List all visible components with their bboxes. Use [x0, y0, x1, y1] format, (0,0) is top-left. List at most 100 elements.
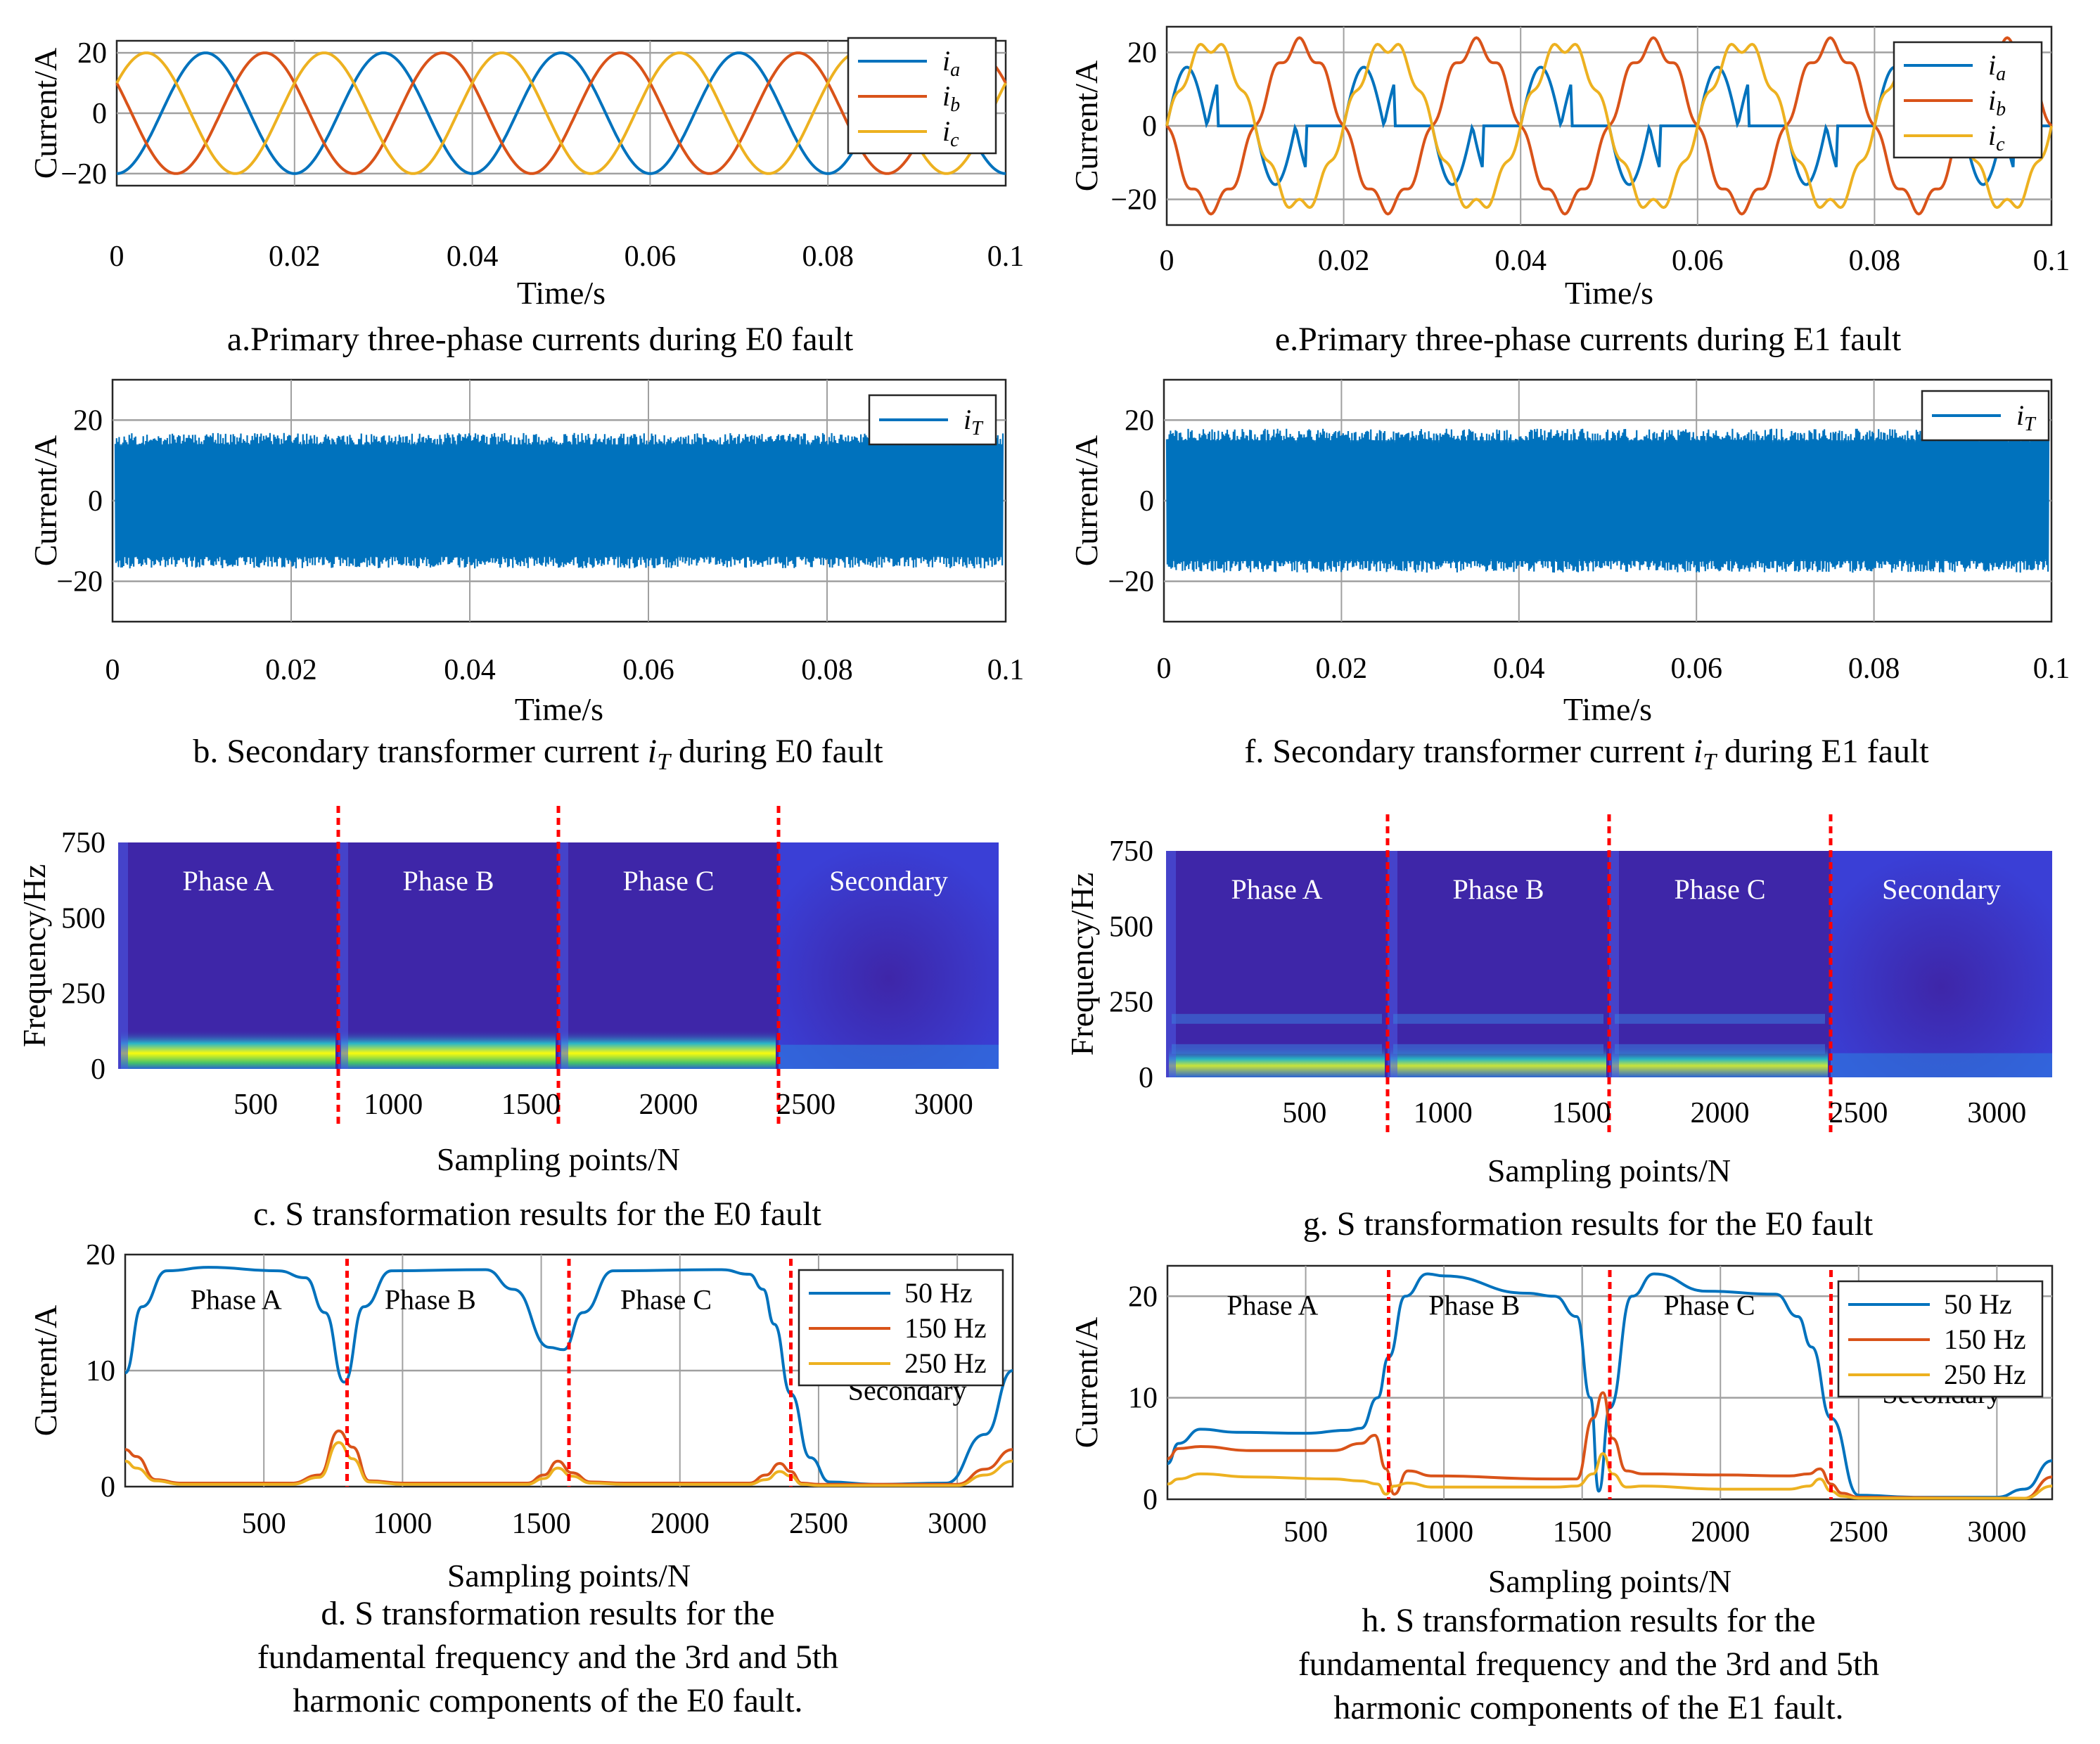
chart-title: c. S transformation results for the E0 f…	[253, 1195, 821, 1233]
transition-ridge	[1166, 851, 1176, 1077]
x-tick-label: 3000	[1967, 1097, 2026, 1129]
y-tick-label: 500	[61, 902, 105, 935]
y-tick-label: 20	[73, 404, 103, 437]
legend-label: 150 Hz	[904, 1312, 987, 1344]
x-tick-label: 500	[1282, 1097, 1326, 1129]
x-tick-label: 1500	[501, 1089, 561, 1121]
x-tick-label: 1500	[512, 1508, 571, 1540]
x-tick-label: 500	[242, 1508, 286, 1540]
harmonic-band	[1172, 1044, 1382, 1054]
chart-title: b. Secondary transformer current iT duri…	[193, 733, 883, 775]
transition-ridge	[118, 842, 128, 1069]
y-tick-label: 750	[61, 827, 105, 859]
secondary-region	[1831, 851, 2052, 1077]
x-tick-label: 2500	[776, 1089, 835, 1121]
x-tick-label: 0.04	[447, 241, 499, 273]
x-tick-label: 1000	[373, 1508, 432, 1540]
region-label: Phase C	[1664, 1289, 1755, 1321]
x-tick-label: 1500	[1553, 1516, 1612, 1549]
legend-label: iT	[963, 404, 984, 440]
y-tick-label: −20	[1110, 184, 1157, 216]
region-label: Phase B	[1428, 1289, 1520, 1321]
chart-f: −20 0 20 0 0.02 0.04 0.06 0.08 0.1 iT Time/s Curren…	[1068, 378, 2070, 775]
y-tick-label: −20	[1108, 566, 1154, 598]
x-tick-label: 0.08	[1849, 245, 1901, 277]
x-tick-label: 0.02	[265, 654, 317, 686]
spectral-energy-band	[341, 1030, 556, 1069]
legend-label: iT	[2016, 399, 2037, 435]
transition-ridge	[558, 842, 568, 1069]
x-tick-label: 3000	[928, 1508, 987, 1540]
secondary-region	[779, 842, 999, 1069]
x-tick-label: 0.04	[1493, 653, 1545, 685]
y-tick-label: 250	[61, 978, 105, 1011]
series-line	[1167, 1391, 2053, 1500]
x-tick-label: 2500	[1829, 1097, 1888, 1129]
region-label: Phase C	[623, 865, 715, 897]
x-tick-label: 0.04	[1494, 245, 1547, 277]
y-axis-label: Current/A	[1068, 60, 1104, 192]
x-tick-label: 0.04	[444, 654, 496, 686]
x-axis-label: Sampling points/N	[437, 1141, 680, 1177]
y-axis-label: Current/A	[27, 48, 63, 179]
x-axis-label: Time/s	[515, 691, 603, 727]
y-tick-label: 0	[91, 1053, 105, 1086]
x-tick-label: 0	[110, 241, 124, 273]
y-tick-label: −20	[56, 566, 103, 598]
y-tick-label: 20	[77, 37, 107, 70]
legend-label: 250 Hz	[1944, 1359, 2026, 1390]
legend-label: ia	[1988, 49, 2006, 85]
y-axis-label: Frequency/Hz	[1064, 873, 1100, 1056]
x-tick-label: 2000	[639, 1089, 698, 1121]
chart-g: Phase A Phase B Phase C Secondary 0 250 500 750…	[1064, 814, 2052, 1243]
x-tick-label: 0.02	[269, 241, 321, 273]
chart-title: f. Secondary transformer current iT duri…	[1244, 733, 1929, 775]
region-label: Secondary	[829, 865, 948, 897]
y-tick-label: 20	[86, 1239, 115, 1271]
y-tick-label: 0	[1139, 1062, 1153, 1094]
legend-label: 50 Hz	[904, 1277, 973, 1309]
x-axis-label: Sampling points/N	[1487, 1153, 1731, 1188]
region-label: Phase A	[1231, 873, 1323, 905]
y-tick-label: 10	[1128, 1383, 1158, 1415]
x-tick-label: 2000	[1691, 1097, 1750, 1129]
legend-label: ib	[942, 80, 960, 116]
y-axis-label: Current/A	[27, 435, 63, 567]
series-fill	[1167, 440, 2049, 561]
x-tick-label: 0.08	[801, 654, 853, 686]
x-tick-label: 0.02	[1318, 245, 1370, 277]
x-tick-label: 0.06	[625, 241, 677, 273]
chart-title: fundamental frequency and the 3rd and 5t…	[1298, 1646, 1879, 1683]
y-tick-label: 0	[101, 1471, 115, 1503]
secondary-low-band	[779, 1044, 999, 1069]
legend: iT	[1921, 390, 2050, 442]
y-axis-label: Current/A	[27, 1305, 63, 1437]
region-label: Phase C	[1675, 873, 1766, 905]
chart-title: harmonic components of the E1 fault.	[1333, 1689, 1843, 1726]
y-tick-label: 0	[92, 98, 107, 130]
region-label: Phase A	[1227, 1289, 1318, 1321]
legend-label: ic	[1988, 120, 2005, 155]
y-tick-label: 500	[1109, 911, 1153, 943]
region-label: Phase B	[1453, 873, 1544, 905]
transition-ridge	[338, 842, 348, 1069]
x-axis-label: Sampling points/N	[1488, 1563, 1731, 1599]
x-tick-label: 2500	[1829, 1516, 1888, 1549]
y-tick-label: 750	[1109, 835, 1153, 868]
harmonic-band	[1393, 1013, 1603, 1024]
chart-title: d. S transformation results for the	[321, 1595, 774, 1632]
y-tick-label: 10	[86, 1355, 115, 1387]
chart-title: harmonic components of the E0 fault.	[293, 1682, 802, 1719]
y-axis-label: Frequency/Hz	[16, 864, 52, 1048]
legend-label: 150 Hz	[1944, 1323, 2026, 1355]
series-fill	[115, 444, 1003, 558]
x-tick-label: 500	[233, 1089, 278, 1121]
x-tick-label: 2000	[651, 1508, 710, 1540]
chart-title: fundamental frequency and the 3rd and 5t…	[257, 1639, 838, 1676]
